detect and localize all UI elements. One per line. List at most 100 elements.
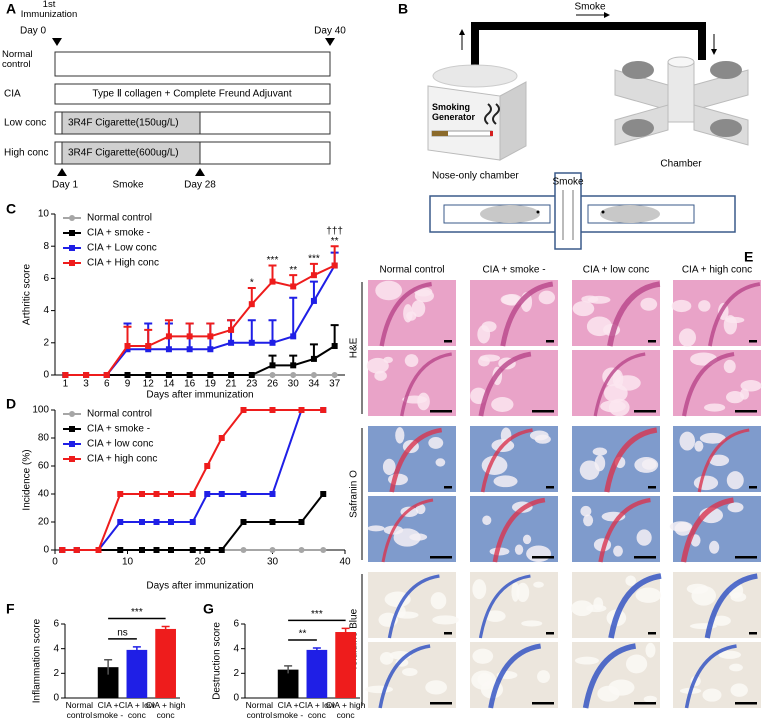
tissue-detail [411,300,426,318]
point [320,407,327,413]
tissue-arc [682,351,735,417]
start-day: Day 0 [20,26,47,37]
point [124,372,131,378]
x-tick-label: 26 [267,379,279,390]
y-tick-label: 0 [43,545,49,556]
smoke-bar [61,141,201,165]
tissue-detail [643,695,657,703]
comparison-label: *** [311,609,323,620]
series-line [65,264,336,376]
point [69,245,75,251]
tissue-detail [365,685,394,694]
tissue-arc [378,644,431,709]
point [153,519,160,525]
scale-bar [546,340,554,343]
point [189,547,196,553]
bar [97,667,119,698]
y-tick-label: 4 [233,643,239,654]
tissue-detail [718,650,742,659]
marker [325,38,335,46]
generator-label-box: Smoking Generator [432,102,475,122]
tissue-detail [674,522,692,536]
error-bar [330,324,339,347]
tube-label: Smoke [552,177,584,188]
error-bar [284,665,293,674]
tissue-detail [583,514,594,527]
point [189,519,196,525]
arrow-head [459,29,465,35]
tissue-detail [501,293,522,306]
y-tick-label: 0 [43,370,49,381]
tissue-detail [640,297,658,311]
point [310,372,317,378]
tissue-detail [709,540,720,554]
point [298,547,305,553]
point [248,339,255,346]
tissue-detail [366,357,389,374]
tissue-detail [691,585,717,606]
arrow-head [711,49,717,55]
bar [155,628,176,698]
point [186,372,193,378]
scale-bar [634,410,656,413]
point [228,326,235,333]
point [69,215,75,221]
x-tick-label: CIA + low conc [118,701,155,720]
x-tick-label: Normal control [245,701,274,720]
annotation: *** [267,255,279,266]
error-bar [123,325,132,347]
pipe [471,22,706,68]
point [62,372,69,378]
point [290,372,297,378]
start-label: 1st Immunization [20,0,78,20]
series-line [62,409,324,551]
panel-label: E [744,249,753,265]
tissue-detail [516,582,530,603]
point [145,343,152,350]
tissue-detail [425,680,448,695]
tissue-detail [538,290,556,305]
point [207,372,214,378]
tissue-detail [608,398,630,417]
tissue-detail [729,663,743,672]
tissue-detail [723,359,736,374]
tissue-arc [593,352,646,417]
error-bar [312,647,321,652]
tissue-detail [579,460,600,480]
group-bar [54,83,331,105]
point [69,426,75,432]
tissue-detail [671,299,692,313]
x-tick-label: 23 [246,379,258,390]
bar [277,669,299,698]
x-tick-label: 21 [226,379,238,390]
point [139,547,145,553]
y-tick-label: 80 [38,433,50,444]
panel-label: A [6,1,16,17]
tissue-detail [726,471,744,490]
bar [335,632,356,698]
tissue-arc [500,281,554,347]
tissue-arc [680,497,735,563]
error-bar [289,296,298,337]
legend-label: Normal control [87,213,152,224]
marker [57,168,67,176]
tissue-detail [382,458,396,476]
x-tick-label-box: CIA + low conc [299,701,335,719]
point [168,491,174,497]
tissue-detail [430,592,447,610]
tissue-detail [679,431,696,451]
y-tick-label: 20 [38,517,50,528]
comparison-label: ns [117,627,128,638]
smoke-end: Day 28 [184,180,216,191]
tissue-arc [604,427,658,493]
tissue-detail [586,316,613,337]
tissue-detail [414,289,434,303]
tissue-detail [393,528,421,547]
x-tick-label: 12 [143,379,155,390]
tissue-detail [477,325,491,344]
marker [195,168,205,176]
tissue-detail [484,610,506,622]
scale-bar [648,340,656,343]
tissue-detail [375,280,403,301]
tissue-detail [693,475,719,491]
